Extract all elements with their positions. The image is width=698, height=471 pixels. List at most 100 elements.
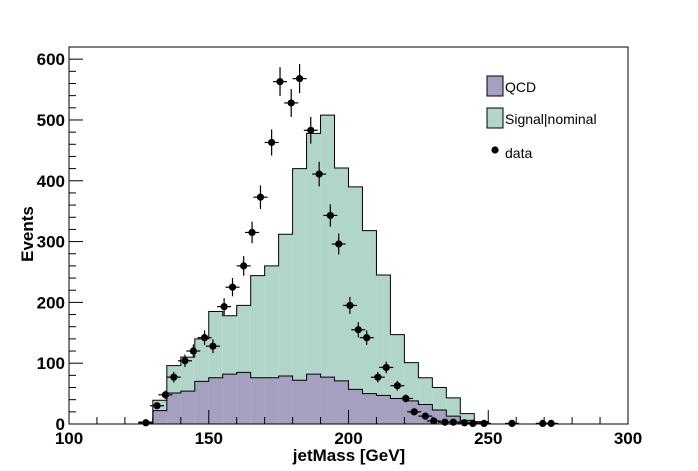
qcd-bar [278, 375, 293, 424]
data-point-marker [410, 408, 418, 416]
data-point [351, 322, 366, 338]
data-point-marker [460, 419, 469, 427]
data-point-marker [402, 394, 410, 403]
qcd-bar [194, 381, 209, 424]
data-point [407, 408, 422, 416]
data-point-marker [240, 262, 248, 270]
data-point [312, 161, 327, 187]
legend-entry: data [491, 145, 532, 161]
data-point-marker [200, 334, 209, 342]
data-point [197, 330, 212, 345]
data-point-marker [268, 138, 276, 147]
data-point-marker [315, 170, 323, 178]
qcd-bar [320, 377, 335, 424]
data-point [323, 204, 338, 227]
legend-entry: Signal|nominal [486, 107, 597, 129]
data-point-marker [421, 412, 429, 420]
y-tick-label: 0 [56, 415, 65, 434]
data-point-marker [393, 382, 402, 390]
data-point [446, 418, 461, 426]
data-point-marker [430, 417, 438, 425]
data-point [186, 344, 201, 358]
legend-swatch [486, 107, 504, 129]
data-point-marker [326, 211, 334, 220]
data-point-marker [354, 326, 362, 334]
data-point-marker [142, 419, 150, 427]
data-point [426, 417, 441, 425]
data-point [505, 419, 519, 427]
signal-bar [376, 275, 391, 424]
data-point [457, 419, 472, 427]
signal-bar [362, 230, 377, 424]
legend-entry: QCD [486, 75, 536, 97]
data-point-marker [276, 78, 284, 86]
data-point-marker [508, 419, 516, 427]
qcd-bar [208, 377, 223, 424]
data-point-marker [220, 303, 228, 311]
data-point [150, 402, 165, 410]
qcd-bar [348, 389, 363, 424]
x-tick-label: 300 [614, 429, 642, 448]
data-point [331, 233, 346, 255]
qcd-bar [390, 398, 405, 424]
data-point [359, 330, 374, 345]
y-tick-label: 400 [37, 172, 65, 191]
data-point [398, 394, 413, 403]
data-point-marker [363, 334, 371, 342]
data-point-marker [307, 126, 315, 134]
data-point [178, 354, 192, 367]
qcd-bar [292, 380, 307, 424]
signal-bar [306, 133, 321, 424]
data-point-marker [228, 283, 237, 291]
data-point-marker [161, 391, 170, 399]
qcd-bar [264, 377, 279, 424]
data-point [158, 390, 173, 400]
x-tick-label: 250 [474, 429, 502, 448]
data-point-marker [346, 301, 354, 310]
data-point [205, 339, 220, 354]
x-tick-label: 200 [334, 429, 362, 448]
data-point-marker [153, 402, 161, 410]
data-point [138, 419, 153, 427]
data-point [390, 380, 405, 391]
qcd-bar [152, 410, 167, 424]
qcd-bar [306, 374, 321, 424]
legend-marker [491, 146, 499, 154]
signal-bar [292, 168, 307, 424]
data-point [236, 256, 251, 276]
x-tick-label: 150 [195, 429, 223, 448]
data-point [225, 278, 240, 297]
qcd-outline [138, 371, 489, 424]
data-point [273, 67, 288, 97]
data-point [370, 371, 385, 383]
data-point [166, 371, 181, 383]
data-point-marker [547, 419, 555, 427]
data-point-marker [480, 419, 488, 427]
x-tick-label: 100 [55, 429, 83, 448]
qcd-bar [222, 374, 237, 424]
data-point [342, 296, 357, 314]
qcd-bar [250, 377, 265, 424]
data-point-marker [335, 240, 343, 248]
signal-bar [460, 413, 475, 424]
data-point [292, 64, 307, 94]
data-point-marker [256, 193, 265, 201]
legend-swatch [486, 75, 504, 97]
data-point-marker [539, 419, 547, 427]
y-tick-label: 500 [37, 111, 65, 130]
y-axis-title: Events [18, 206, 37, 262]
data-point [544, 419, 559, 427]
data-point-marker [170, 373, 178, 381]
data-point [253, 185, 268, 209]
x-axis-title: jetMass [GeV] [292, 446, 405, 465]
data-point-marker [469, 419, 477, 427]
qcd-bar [334, 380, 349, 424]
data-point [284, 88, 299, 117]
data-point [245, 221, 260, 244]
y-tick-label: 600 [37, 50, 65, 69]
qcd-bar [166, 392, 181, 424]
y-tick-label: 300 [37, 233, 65, 252]
data-point-marker [287, 99, 295, 107]
